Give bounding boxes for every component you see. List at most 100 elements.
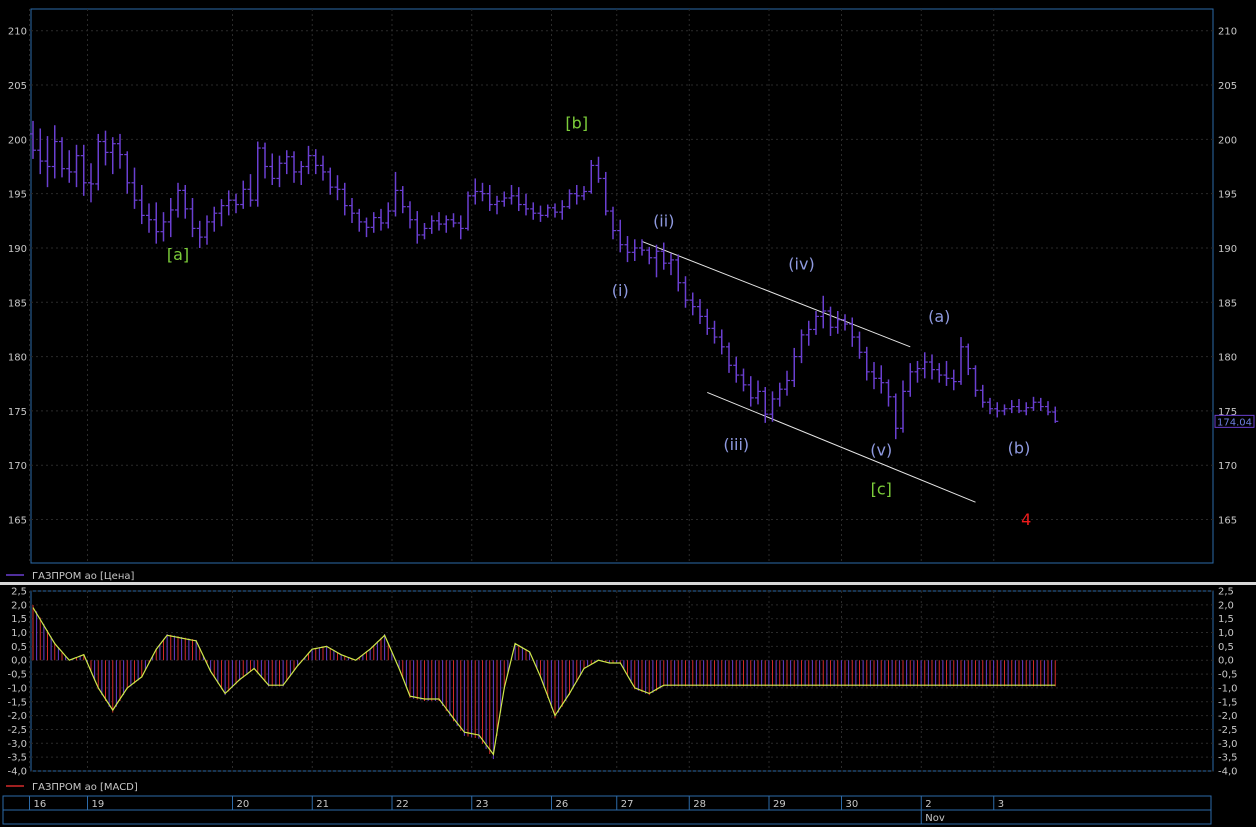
date-labels: 16 19 20 21 22 23 26 27 28 29 30 2 3 bbox=[29, 796, 1004, 810]
macd-grid bbox=[29, 590, 1213, 772]
date-label: 29 bbox=[773, 799, 786, 810]
price-bar bbox=[784, 370, 790, 396]
price-bar bbox=[610, 206, 616, 240]
last-price-label: 174.04 bbox=[1217, 417, 1252, 428]
price-bar bbox=[240, 180, 247, 209]
price-bar bbox=[291, 151, 297, 183]
price-bar bbox=[59, 137, 65, 178]
price-bar bbox=[726, 342, 732, 373]
price-tick-label-left: 205 bbox=[8, 81, 27, 92]
price-bar bbox=[595, 156, 602, 183]
macd-histogram bbox=[32, 604, 1056, 760]
price-bar bbox=[341, 182, 348, 216]
price-bar bbox=[254, 141, 261, 207]
price-tick-label-right: 165 bbox=[1218, 516, 1237, 527]
price-bar bbox=[581, 186, 587, 201]
price-bar bbox=[428, 215, 435, 234]
price-bar bbox=[537, 205, 544, 222]
price-bar bbox=[820, 295, 827, 329]
macd-tick-label-left: -1,0 bbox=[7, 683, 27, 694]
price-bar bbox=[414, 211, 421, 244]
price-bar bbox=[979, 384, 986, 408]
price-bar bbox=[588, 159, 595, 194]
price-bar bbox=[559, 200, 566, 220]
price-bar bbox=[602, 171, 609, 216]
price-bar bbox=[711, 320, 718, 344]
price-bar bbox=[921, 352, 928, 379]
price-bar bbox=[733, 356, 740, 383]
price-bar bbox=[1016, 398, 1022, 414]
price-bar bbox=[863, 346, 870, 381]
price-bars bbox=[30, 120, 1059, 440]
price-bar bbox=[182, 184, 189, 219]
macd-ticks: 2,5 2,5 2,0 2,0 1,5 1,5 1,0 1,0 0,5 0,5 0,0 0,0 -0,5… bbox=[7, 587, 1237, 778]
price-bar bbox=[457, 215, 464, 240]
date-label: 19 bbox=[92, 799, 105, 810]
price-bar bbox=[102, 130, 109, 166]
date-label: 26 bbox=[556, 799, 569, 810]
macd-tick-label-left: -3,0 bbox=[7, 739, 27, 750]
macd-legend: ГАЗПРОМ ао [MACD] bbox=[32, 782, 138, 793]
macd-tick-label-left: 0,5 bbox=[11, 642, 27, 653]
price-bar bbox=[189, 198, 196, 238]
price-tick-label-right: 170 bbox=[1218, 461, 1237, 472]
price-bar bbox=[204, 215, 210, 245]
price-bar bbox=[631, 239, 638, 262]
price-tick-label-right: 200 bbox=[1218, 135, 1237, 146]
price-bar bbox=[450, 213, 457, 228]
wave-label: 4 bbox=[1021, 510, 1031, 529]
wave-label: [a] bbox=[167, 245, 189, 264]
macd-tick-label-left: -4,0 bbox=[7, 767, 27, 778]
price-tick-label-right: 175 bbox=[1218, 407, 1237, 418]
date-label: 23 bbox=[476, 799, 489, 810]
price-bar bbox=[1023, 402, 1030, 416]
price-bar bbox=[747, 376, 754, 407]
price-bar bbox=[385, 202, 392, 229]
wave-labels: [a] [b] (i) (ii) (iii) (iv) (v) [c] (a) (b) 4 bbox=[167, 113, 1031, 528]
price-bar bbox=[305, 145, 312, 175]
price-bar bbox=[950, 369, 957, 391]
price-bar bbox=[842, 314, 848, 331]
trendlines bbox=[641, 240, 976, 503]
macd-tick-label-right: -3,5 bbox=[1218, 753, 1238, 764]
price-tick-label-left: 210 bbox=[8, 27, 27, 38]
price-bar bbox=[356, 208, 363, 232]
price-bar bbox=[813, 310, 819, 335]
price-bar bbox=[544, 204, 551, 218]
price-bar bbox=[617, 219, 624, 253]
macd-tick-label-right: -3,0 bbox=[1218, 739, 1238, 750]
date-label: 2 bbox=[925, 799, 931, 810]
price-bar bbox=[1030, 396, 1037, 411]
macd-tick-label-right: 1,0 bbox=[1218, 628, 1234, 639]
date-label: 20 bbox=[237, 799, 250, 810]
price-tick-label-right: 195 bbox=[1218, 190, 1237, 201]
price-bar bbox=[892, 393, 899, 440]
date-label: 22 bbox=[396, 799, 409, 810]
price-bar bbox=[762, 387, 769, 423]
date-label: 28 bbox=[693, 799, 706, 810]
price-bar bbox=[566, 189, 573, 209]
price-bar bbox=[124, 151, 131, 194]
price-tick-label-right: 180 bbox=[1218, 353, 1237, 364]
macd-plot-area[interactable] bbox=[30, 590, 1214, 772]
price-bar bbox=[320, 155, 326, 181]
panel-splitter[interactable] bbox=[0, 582, 1256, 585]
trendline[interactable] bbox=[641, 240, 911, 348]
macd-tick-label-left: -3,5 bbox=[7, 753, 27, 764]
price-bar bbox=[624, 236, 631, 263]
macd-tick-label-right: 1,5 bbox=[1218, 614, 1234, 625]
price-bar bbox=[73, 144, 80, 188]
macd-tick-label-right: -1,5 bbox=[1218, 697, 1238, 708]
price-bar bbox=[769, 391, 776, 422]
price-bar bbox=[523, 193, 529, 216]
price-bar bbox=[776, 382, 783, 407]
price-bar bbox=[660, 242, 667, 270]
price-plot-area[interactable] bbox=[30, 8, 1214, 564]
trendline[interactable] bbox=[707, 391, 976, 503]
price-tick-label-left: 175 bbox=[8, 407, 27, 418]
price-bar bbox=[704, 308, 711, 335]
macd-tick-label-left: -2,0 bbox=[7, 711, 27, 722]
wave-label: [c] bbox=[871, 480, 892, 499]
price-bar bbox=[472, 178, 479, 205]
price-bar bbox=[276, 155, 283, 188]
